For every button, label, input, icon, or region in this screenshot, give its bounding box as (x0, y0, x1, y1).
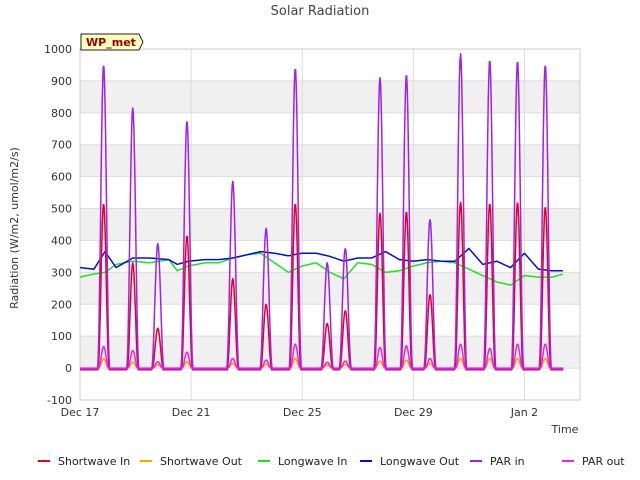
legend-label: Longwave Out (380, 455, 460, 468)
site-badge: WP_met (80, 33, 144, 51)
legend-label: Longwave In (278, 455, 347, 468)
legend-item: Longwave Out (360, 455, 460, 468)
band (80, 144, 580, 177)
legend-item: PAR out (562, 455, 625, 468)
legend-item: Shortwave In (38, 455, 130, 468)
x-axis-label: Time (551, 423, 579, 436)
y-tick-label: 500 (51, 203, 72, 216)
legend-label: PAR out (582, 455, 625, 468)
series-line-par-in (79, 53, 564, 370)
site-badge-label: WP_met (86, 36, 136, 49)
legend-label: Shortwave In (58, 455, 130, 468)
series-line-par-out (79, 343, 564, 369)
y-tick-label: 0 (65, 362, 72, 375)
x-tick-label: Dec 25 (283, 406, 322, 419)
y-tick-label: 200 (51, 298, 72, 311)
x-tick-label: Dec 29 (394, 406, 433, 419)
band (80, 80, 580, 113)
series-line-longwave-out (79, 247, 563, 272)
x-tick-label: Jan 2 (510, 406, 538, 419)
legend-item: PAR in (470, 455, 525, 468)
y-tick-label: 600 (51, 171, 72, 184)
legend-label: Shortwave Out (160, 455, 243, 468)
series-layer (79, 53, 564, 371)
legend: Shortwave In Shortwave Out Longwave In Long… (38, 455, 625, 468)
legend-label: PAR in (490, 455, 525, 468)
site-badge-box (80, 33, 144, 51)
y-tick-labels: -100 0 100 200 300 400 500 600 700 800 900 1000 (44, 43, 72, 407)
y-tick-label: 1000 (44, 43, 72, 56)
y-tick-label: 900 (51, 75, 72, 88)
legend-item: Shortwave Out (140, 455, 243, 468)
legend-item: Longwave In (258, 455, 347, 468)
y-tick-label: 100 (51, 330, 72, 343)
y-tick-label: 700 (51, 139, 72, 152)
plot-frame (79, 48, 581, 401)
series-line-longwave-in (79, 252, 564, 286)
x-tick-label: Dec 21 (172, 406, 211, 419)
x-tick-label: Dec 17 (61, 406, 100, 419)
y-tick-label: 300 (51, 266, 72, 279)
chart-title: Solar Radiation (271, 4, 370, 19)
y-axis-label: Radiation (W/m2, umol/m2/s) (8, 147, 21, 309)
y-tick-label: 800 (51, 107, 72, 120)
x-tick-labels: Dec 17 Dec 21 Dec 25 Dec 29 Jan 2 (61, 406, 539, 419)
y-tick-label: 400 (51, 234, 72, 247)
band (80, 208, 580, 241)
plot-background-bands (80, 80, 580, 369)
y-tick-label: -100 (47, 394, 72, 407)
